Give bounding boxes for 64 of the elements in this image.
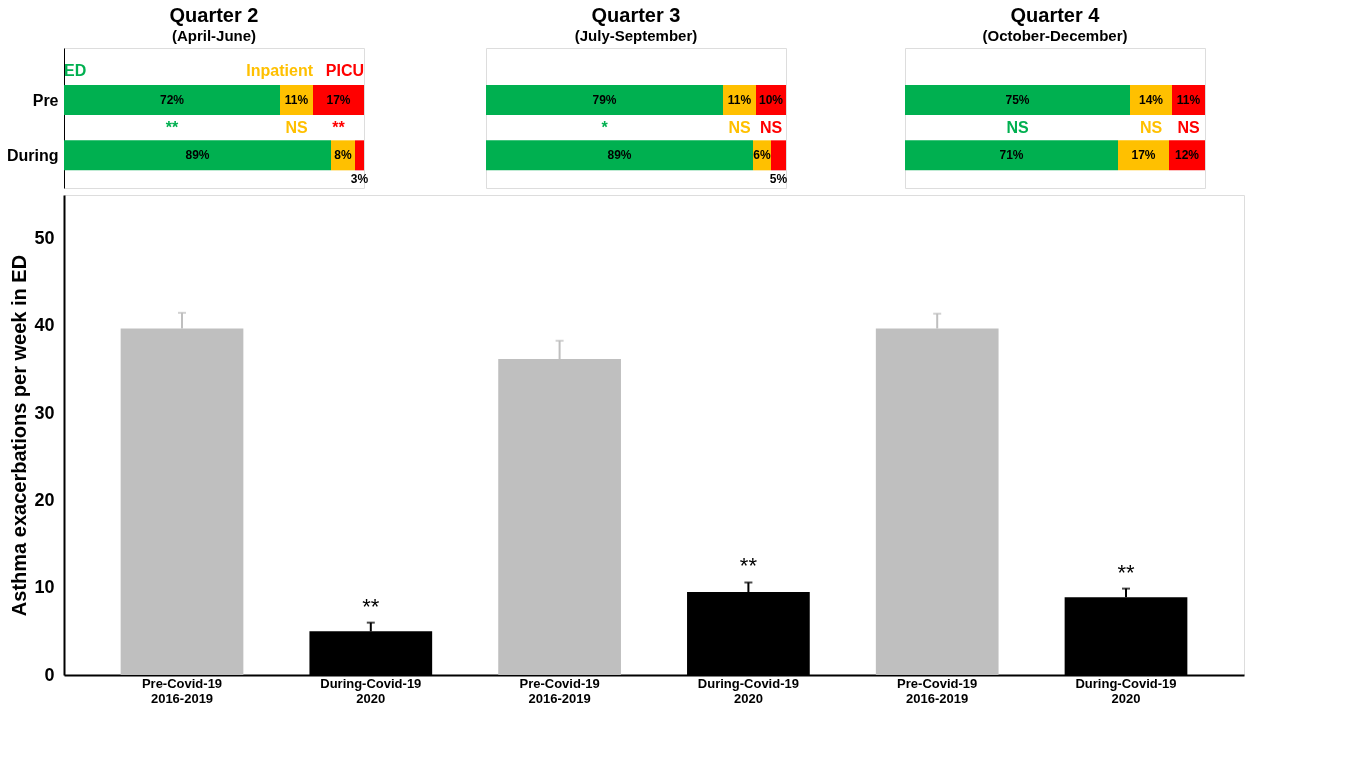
data-label: 10% — [758, 93, 784, 108]
data-label: ** — [739, 553, 758, 579]
bar — [64, 140, 331, 171]
annotation: NS — [728, 118, 751, 136]
bar — [486, 140, 753, 171]
bar — [64, 85, 280, 116]
data-label: 3% — [350, 171, 369, 186]
annotation: ** — [165, 118, 179, 136]
data-label: 11% — [727, 93, 752, 108]
chart-title: Quarter 2 — [169, 4, 259, 26]
x-tick-label: Pre-Covid-19 2016-2019 — [897, 675, 978, 706]
x-tick-label: Pre-Covid-19 2016-2019 — [141, 675, 223, 706]
chart-title: Quarter 4 — [1010, 4, 1101, 26]
data-label: ** — [362, 593, 380, 619]
data-label: 12% — [1174, 148, 1200, 163]
data-label: 17% — [326, 93, 351, 108]
bar — [1118, 140, 1169, 171]
annotation: * — [601, 118, 609, 136]
annotation: NS — [1177, 118, 1200, 136]
annotation: NS — [285, 118, 308, 136]
chart-subtitle: (April-June) — [171, 27, 257, 44]
bar — [905, 85, 1130, 116]
x-tick-label: During-Covid-19 2020 — [1075, 675, 1177, 706]
bar — [771, 140, 786, 171]
data-label: 79% — [592, 93, 617, 108]
data-label: 71% — [999, 148, 1024, 163]
data-label: 75% — [1005, 93, 1030, 108]
x-tick-label: During-Covid-19 2020 — [320, 675, 422, 706]
data-label: 17% — [1131, 148, 1156, 163]
data-label: 11% — [1176, 93, 1201, 108]
y-tick-label: During — [6, 146, 59, 164]
chart-title: Quarter 3 — [591, 4, 681, 26]
annotation: ** — [332, 118, 346, 136]
data-label: 72% — [159, 93, 185, 108]
y-tick-label: 50 — [34, 228, 55, 249]
data-label: 89% — [185, 148, 210, 163]
y-tick-label: 0 — [44, 664, 55, 685]
bar — [905, 140, 1118, 171]
data-label: ** — [1117, 559, 1135, 585]
data-label: 6% — [753, 148, 771, 163]
annotation: NS — [1139, 118, 1163, 136]
series-label: ED — [64, 61, 87, 79]
y-axis-title: Asthma exacerbations per week in ED — [8, 254, 31, 617]
data-label: 89% — [607, 148, 632, 163]
bar — [313, 85, 364, 116]
y-tick-label: 10 — [34, 577, 55, 598]
data-label: 8% — [334, 148, 352, 163]
data-label: 14% — [1138, 93, 1164, 108]
series-label: Inpatient — [246, 61, 314, 79]
bar — [486, 85, 723, 116]
chart-subtitle: (July-September) — [574, 27, 698, 44]
data-label: 11% — [284, 93, 309, 108]
y-tick-label: 20 — [34, 489, 55, 510]
y-tick-label: Pre — [32, 91, 59, 109]
annotation: NS — [1006, 118, 1029, 136]
annotation: NS — [759, 118, 783, 136]
x-tick-label: During-Covid-19 2020 — [697, 675, 799, 706]
series-label: PICU — [325, 61, 364, 79]
y-tick-label: 40 — [34, 315, 55, 336]
bar — [355, 140, 364, 171]
data-label: 5% — [769, 171, 788, 186]
chart-subtitle: (October-December) — [982, 27, 1128, 44]
x-tick-label: Pre-Covid-19 2016-2019 — [519, 675, 600, 706]
y-tick-label: 30 — [34, 402, 55, 423]
